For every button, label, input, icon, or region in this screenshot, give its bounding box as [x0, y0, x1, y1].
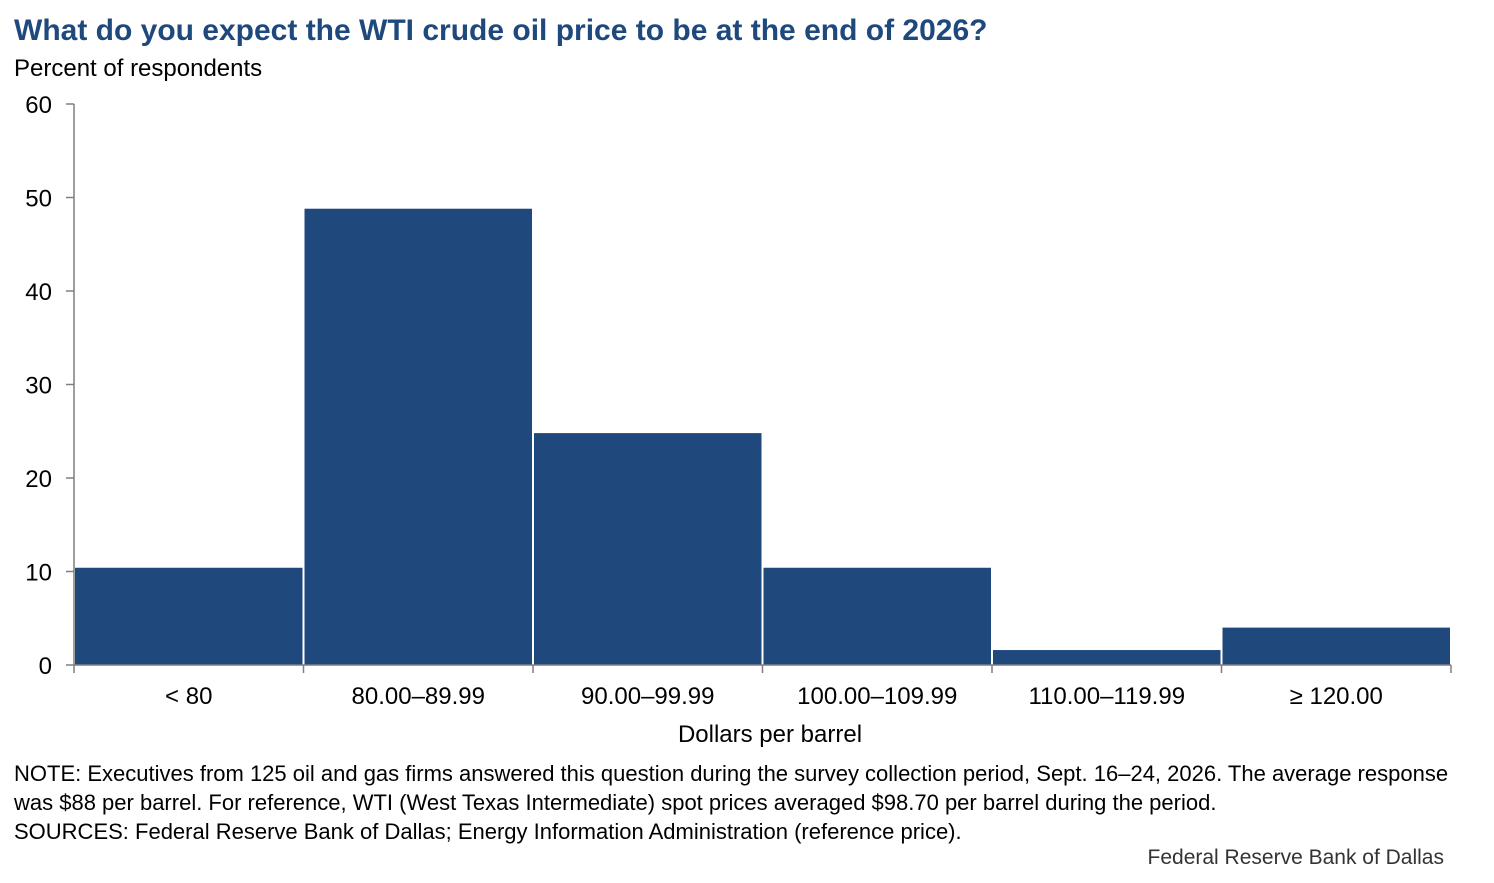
x-axis-title: Dollars per barrel [678, 721, 862, 748]
y-tick-label-0: 0 [39, 653, 52, 680]
chart-note: NOTE: Executives from 125 oil and gas fi… [14, 761, 1449, 815]
y-tick-label-30: 30 [25, 373, 52, 400]
axes-layer: 0 10 20 30 40 50 60 < 80 80.00–89.99 90.00–99.99 1… [25, 92, 1452, 710]
x-tick-label-2: 90.00–99.99 [581, 683, 714, 710]
bar-5 [1222, 627, 1450, 665]
bar-1 [304, 208, 532, 665]
y-tick-label-10: 10 [25, 560, 52, 587]
chart-title: What do you expect the WTI crude oil pri… [14, 14, 988, 47]
y-tick-label-20: 20 [25, 466, 52, 493]
bar-3 [763, 567, 991, 665]
y-axis-unit-label: Percent of respondents [14, 55, 263, 82]
y-tick-label-60: 60 [25, 92, 52, 119]
bar-0 [75, 567, 303, 665]
bar-4 [993, 650, 1221, 665]
chart-sources: SOURCES: Federal Reserve Bank of Dallas;… [14, 819, 962, 844]
bar-2 [534, 433, 762, 665]
x-tick-label-1: 80.00–89.99 [352, 683, 485, 710]
bars-layer [75, 208, 1450, 665]
publisher-watermark: Federal Reserve Bank of Dallas [1147, 846, 1444, 869]
chart-footer: NOTE: Executives from 125 oil and gas fi… [14, 759, 1480, 846]
x-tick-label-4: 110.00–119.99 [1028, 683, 1185, 710]
x-tick-label-5: ≥ 120.00 [1290, 683, 1383, 710]
y-tick-label-50: 50 [25, 186, 52, 213]
bar-chart: 0 10 20 30 40 50 60 < 80 80.00–89.99 90.00–99.99 1… [25, 92, 1452, 748]
y-tick-label-40: 40 [25, 279, 52, 306]
x-tick-label-0: < 80 [165, 683, 212, 710]
x-tick-label-3: 100.00–109.99 [797, 683, 957, 710]
